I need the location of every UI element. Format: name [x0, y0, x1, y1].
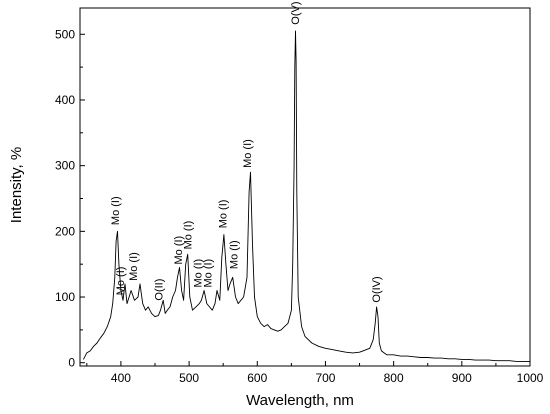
y-axis-label: Intensity, %: [8, 147, 25, 223]
peak-label: Mo (I): [242, 139, 254, 168]
x-tick-label: 500: [179, 371, 199, 385]
peak-label: Mo (I): [218, 200, 230, 229]
y-tick-label: 400: [55, 93, 75, 107]
x-tick-label: 900: [452, 371, 472, 385]
peak-label: Mo (I): [128, 252, 140, 281]
y-tick-label: 300: [55, 159, 75, 173]
spectrum-line: [83, 30, 530, 362]
x-tick-label: 600: [247, 371, 267, 385]
y-axis-ticks: 0 100 200 300 400 500: [55, 27, 85, 370]
x-axis-ticks: 400 500 600 700 800 900 1000: [86, 361, 544, 385]
y-tick-label: 500: [55, 27, 75, 41]
peak-label: O(II): [153, 279, 165, 301]
peak-label: Mo (I): [183, 221, 195, 250]
y-tick-label: 0: [68, 356, 75, 370]
peak-label: Mo (I): [228, 240, 240, 269]
x-tick-label: 800: [384, 371, 404, 385]
y-tick-label: 100: [55, 290, 75, 304]
peak-label: Mo (I): [203, 259, 215, 288]
peak-label: O(V): [290, 1, 302, 24]
peak-label: Mo (I): [115, 267, 127, 296]
x-tick-label: 700: [315, 371, 335, 385]
peak-annotations: Mo (I)Mo (I)Mo (I)O(II)Mo (I)Mo (I)Mo (I…: [110, 1, 383, 302]
x-axis-label: Wavelength, nm: [246, 392, 354, 409]
plot-frame: [79, 7, 531, 367]
peak-label: O(IV): [371, 276, 383, 302]
x-tick-label: 400: [111, 371, 131, 385]
peak-label: Mo (I): [192, 259, 204, 288]
peak-label: Mo (I): [110, 196, 122, 225]
y-tick-label: 200: [55, 224, 75, 238]
peak-label: Mo (I): [173, 236, 185, 265]
x-tick-label: 1000: [517, 371, 544, 385]
